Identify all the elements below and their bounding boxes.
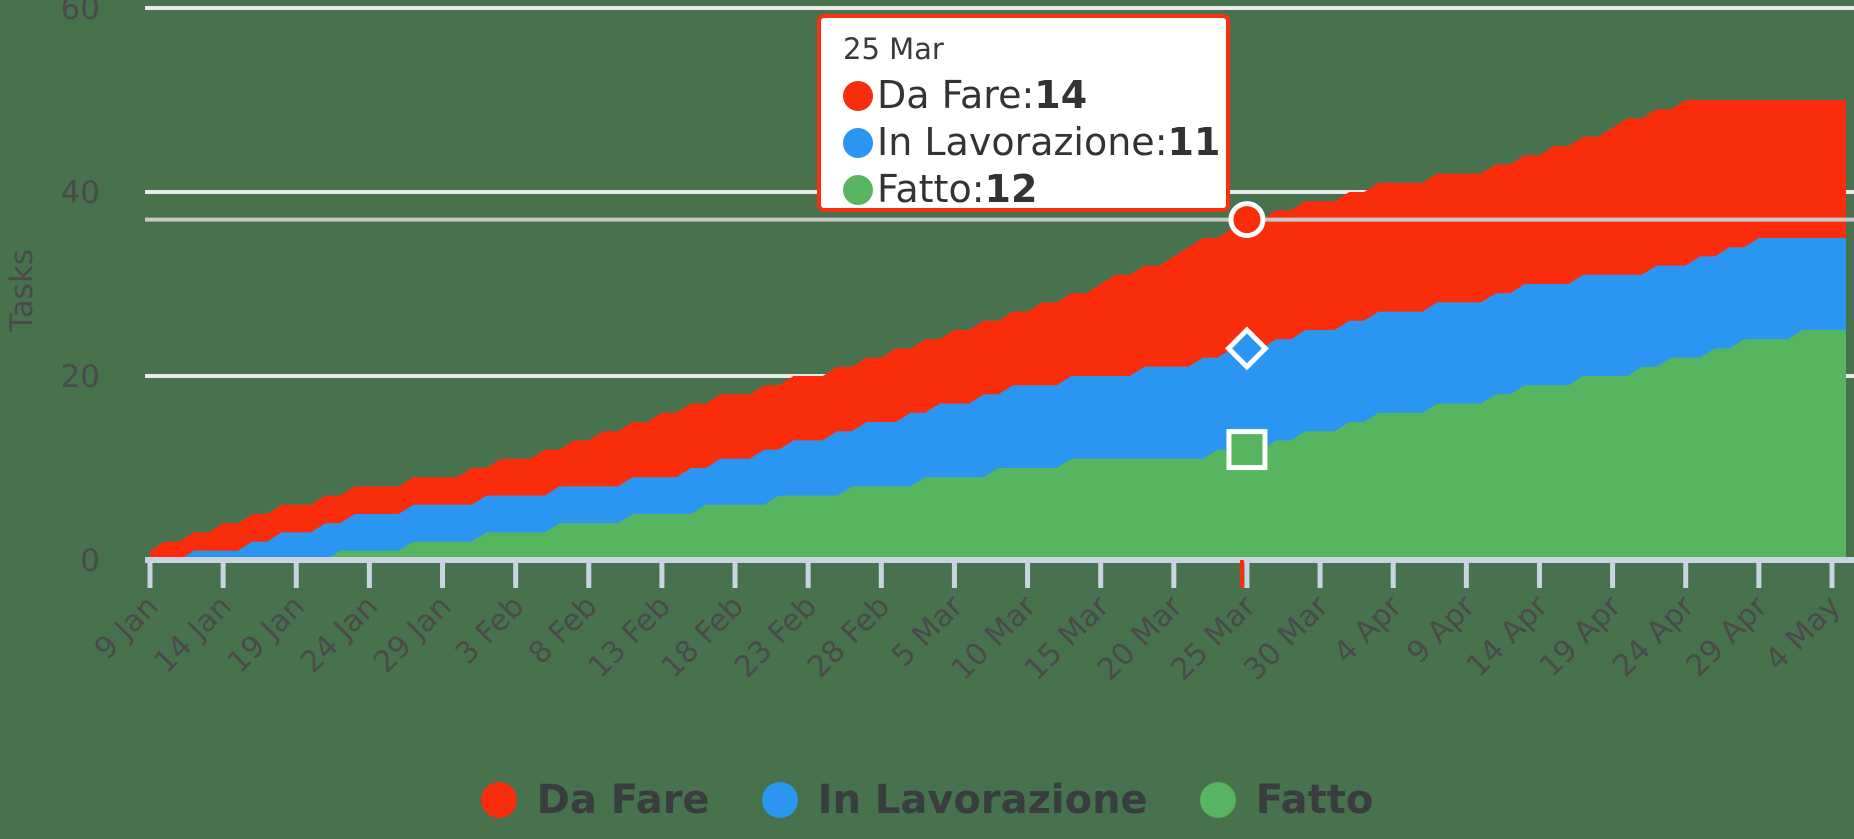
- tooltip-row-value: 14: [1034, 73, 1088, 117]
- in-lavorazione-dot-icon: [843, 127, 873, 158]
- chart-legend: Da Fare In Lavorazione Fatto: [0, 777, 1854, 823]
- y-label-40: 40: [61, 175, 100, 211]
- colon: :: [1154, 120, 1168, 164]
- x-label-3-Feb: 3 Feb: [449, 589, 532, 672]
- hover-marker-square-fatto: [1226, 429, 1268, 471]
- x-label-23-Feb: 23 Feb: [728, 589, 824, 685]
- y-axis-title: Tasks: [4, 249, 40, 333]
- x-label-19-Apr: 19 Apr: [1533, 588, 1629, 684]
- tooltip-row-label: Da Fare: [877, 73, 1022, 117]
- tooltip-date: 25 Mar: [843, 32, 944, 66]
- x-label-4-May: 4 May: [1759, 589, 1848, 678]
- hover-marker-circle-da-fare: [1228, 201, 1266, 239]
- da-fare-dot-icon: [843, 80, 873, 111]
- x-label-19-Jan: 19 Jan: [221, 589, 312, 680]
- x-label-18-Feb: 18 Feb: [655, 589, 751, 685]
- x-label-24-Apr: 24 Apr: [1606, 588, 1702, 684]
- x-label-29-Jan: 29 Jan: [367, 589, 458, 680]
- tooltip-row-in-lavorazione: In Lavorazione:11: [843, 119, 1220, 166]
- legend-item-in-lavorazione[interactable]: In Lavorazione: [761, 777, 1148, 823]
- y-label-0: 0: [80, 543, 100, 579]
- y-label-60: 60: [61, 0, 100, 27]
- legend-item-fatto[interactable]: Fatto: [1199, 777, 1374, 823]
- fatto-dot-icon: [843, 174, 873, 205]
- legend-item-label: Fatto: [1255, 777, 1374, 823]
- tooltip-row-label: Fatto: [877, 167, 972, 211]
- colon: :: [971, 167, 985, 211]
- x-label-14-Apr: 14 Apr: [1460, 588, 1556, 684]
- x-label-28-Feb: 28 Feb: [801, 589, 897, 685]
- x-label-14-Jan: 14 Jan: [148, 589, 239, 680]
- tooltip-row-value: 11: [1167, 120, 1221, 164]
- area-fatto[interactable]: [150, 330, 1846, 560]
- legend-dot-icon: [1199, 782, 1236, 818]
- legend-item-label: In Lavorazione: [817, 777, 1148, 823]
- x-label-29-Apr: 29 Apr: [1679, 588, 1775, 684]
- legend-dot-icon: [480, 782, 517, 818]
- tooltip-row-da-fare: Da Fare:14: [843, 72, 1210, 119]
- tooltip-row-fatto: Fatto:12: [843, 166, 1210, 213]
- legend-item-label: Da Fare: [536, 777, 710, 823]
- colon: :: [1021, 73, 1035, 117]
- tooltip-row-label: In Lavorazione: [877, 120, 1155, 164]
- legend-item-da-fare[interactable]: Da Fare: [480, 777, 710, 823]
- x-label-4-Apr: 4 Apr: [1327, 588, 1409, 670]
- x-label-24-Jan: 24 Jan: [294, 589, 385, 680]
- y-label-20: 20: [61, 359, 100, 395]
- tooltip-row-value: 12: [984, 167, 1038, 211]
- legend-dot-icon: [761, 782, 798, 818]
- chart-tooltip: 25 Mar Da Fare:14 In Lavorazione:11 Fatt…: [817, 14, 1230, 212]
- x-label-13-Feb: 13 Feb: [582, 589, 678, 685]
- hover-marker-diamond-in-lavorazione: [1225, 326, 1269, 371]
